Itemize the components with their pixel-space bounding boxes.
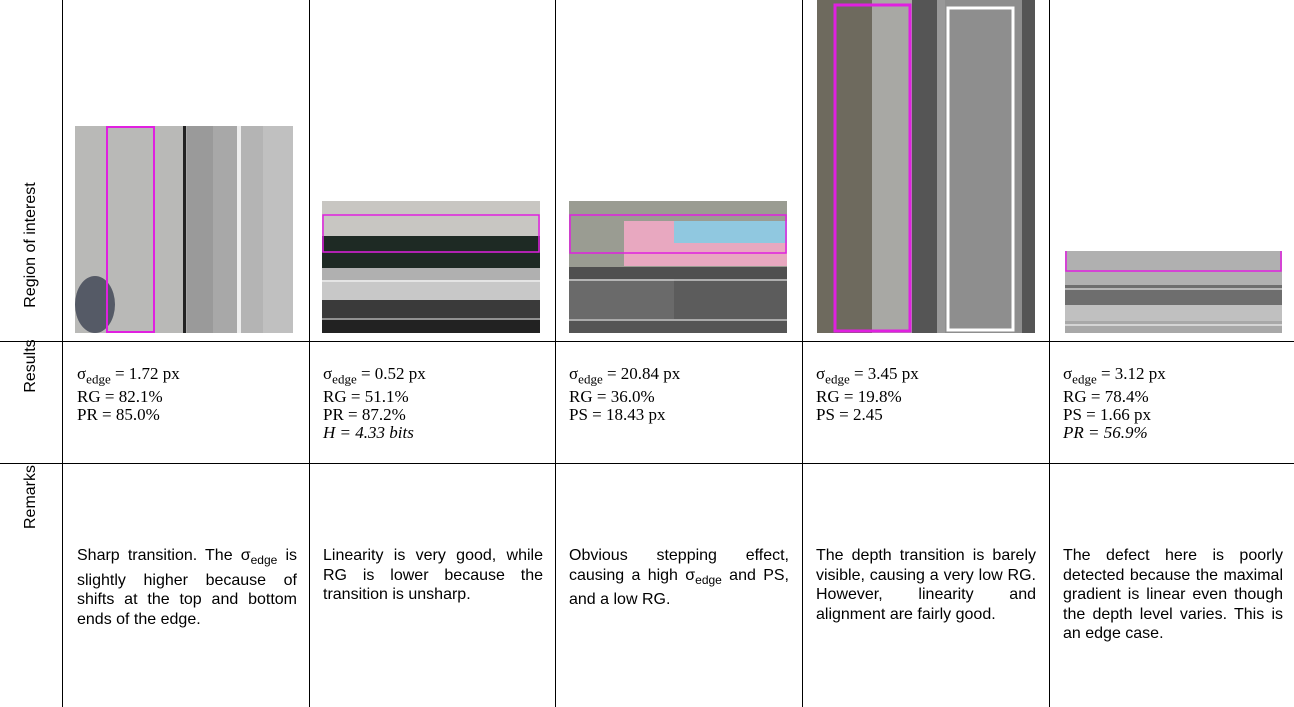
value: = 1.72 px [110, 364, 180, 383]
results-cell: σedge = 3.12 px RG = 78.4% PS = 1.66 px PR … [1063, 365, 1288, 442]
column-rule [62, 0, 63, 707]
remark-text: The defect here is poorly detected becau… [1063, 547, 1283, 642]
value: = 20.84 px [602, 364, 681, 383]
result-line: RG = 36.0% [569, 387, 655, 407]
symbol: σ [323, 364, 333, 383]
results-cell: σedge = 20.84 px RG = 36.0% PS = 18.43 px [569, 365, 794, 424]
subscript: edge [578, 371, 603, 387]
result-line: PR = 87.2% [323, 405, 406, 425]
result-line: RG = 78.4% [1063, 387, 1149, 407]
remark-text: Obvious stepping effect, causing a high … [569, 547, 789, 584]
roi-image [569, 201, 787, 333]
value: = 3.45 px [849, 364, 919, 383]
subscript: edge [825, 371, 850, 387]
remark-text: The depth transition is barely visible, … [816, 547, 1036, 623]
result-line: PS = 18.43 px [569, 405, 666, 425]
remark-text: is slightly higher because of shifts at … [77, 547, 297, 628]
results-cell: σedge = 0.52 px RG = 51.1% PR = 87.2% H = 4… [323, 365, 548, 442]
column-rule [1049, 0, 1050, 707]
result-line: σedge = 1.72 px [77, 365, 302, 388]
remark-text: Linearity is very good, while RG is lowe… [323, 547, 543, 603]
result-line: PS = 2.45 [816, 405, 883, 425]
row-rule [0, 341, 1294, 342]
roi-image [75, 126, 293, 333]
results-cell: σedge = 3.45 px RG = 19.8% PS = 2.45 [816, 365, 1041, 424]
subscript: edge [695, 572, 722, 587]
remark-cell: Sharp transition. The σedge is slightly … [77, 546, 297, 629]
result-line: RG = 19.8% [816, 387, 902, 407]
result-line: PS = 1.66 px [1063, 405, 1151, 425]
result-line: PR = 85.0% [77, 405, 160, 425]
result-line: PR = 56.9% [1063, 423, 1148, 443]
remark-cell: Linearity is very good, while RG is lowe… [323, 546, 543, 605]
roi-image [817, 0, 1035, 333]
symbol: σ [816, 364, 826, 383]
subscript: edge [86, 371, 111, 387]
result-line: H = 4.33 bits [323, 423, 414, 443]
result-line: σedge = 3.45 px [816, 365, 1041, 388]
value: = 3.12 px [1096, 364, 1166, 383]
result-line: σedge = 20.84 px [569, 365, 794, 388]
remark-cell: Obvious stepping effect, causing a high … [569, 546, 789, 610]
results-cell: σedge = 1.72 px RG = 82.1% PR = 85.0% [77, 365, 302, 424]
remark-cell: The defect here is poorly detected becau… [1063, 546, 1283, 644]
row-rule [0, 463, 1294, 464]
row-label: Remarks [22, 464, 39, 530]
remark-text: Sharp transition. The σ [77, 547, 251, 564]
subscript: edge [1072, 371, 1097, 387]
column-rule [309, 0, 310, 707]
subscript: edge [332, 371, 357, 387]
symbol: σ [77, 364, 87, 383]
symbol: σ [1063, 364, 1073, 383]
column-rule [802, 0, 803, 707]
result-line: σedge = 3.12 px [1063, 365, 1288, 388]
result-line: RG = 82.1% [77, 387, 163, 407]
roi-image [1065, 251, 1282, 333]
remark-cell: The depth transition is barely visible, … [816, 546, 1036, 624]
result-line: RG = 51.1% [323, 387, 409, 407]
remark-text: and PS, and a low RG. [569, 566, 789, 609]
subscript: edge [250, 553, 278, 568]
value: = 0.52 px [356, 364, 426, 383]
row-label: Results [22, 339, 39, 393]
roi-image [322, 201, 540, 333]
result-line: σedge = 0.52 px [323, 365, 548, 388]
symbol: σ [569, 364, 579, 383]
column-rule [555, 0, 556, 707]
row-label: Region of interest [22, 182, 39, 308]
